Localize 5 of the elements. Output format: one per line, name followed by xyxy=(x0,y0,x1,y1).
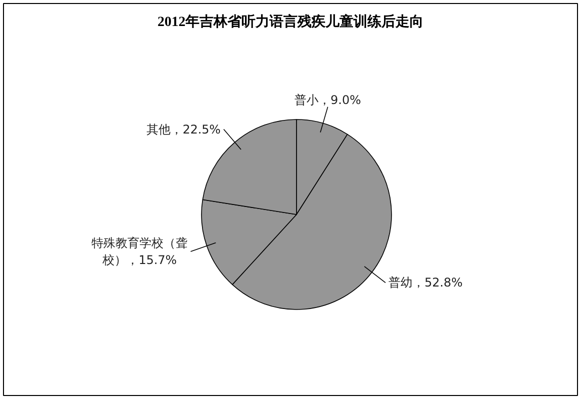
slice-label: 普幼，52.8% xyxy=(388,276,463,290)
slice-label: 普小，9.0% xyxy=(294,92,362,107)
slice-label: 其他，22.5% xyxy=(146,122,221,136)
chart-title: 2012年吉林省听力语言残疾儿童训练后走向 xyxy=(158,13,424,30)
slice-label: 特殊教育学校（聋校），15.7% xyxy=(92,236,188,267)
